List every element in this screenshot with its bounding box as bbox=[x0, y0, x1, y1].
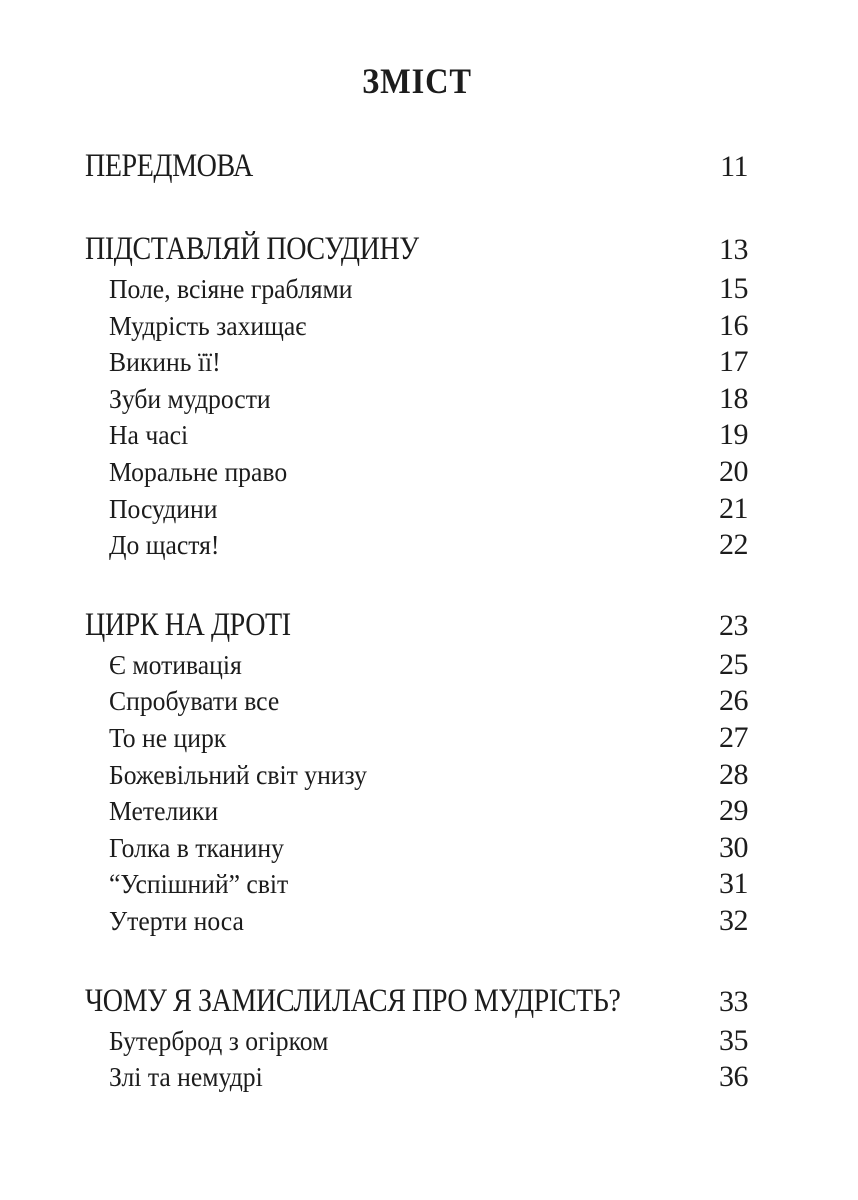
page-title: ЗМІСТ bbox=[85, 62, 748, 100]
toc-entry-title: Є мотивація bbox=[109, 649, 242, 680]
toc-row: Мудрість захищає 16 bbox=[85, 308, 749, 345]
toc-entry-page-number: 31 bbox=[719, 867, 749, 901]
toc-entry-title: Мудрість захищає bbox=[109, 310, 307, 341]
toc-entry-page-number: 11 bbox=[720, 150, 748, 183]
toc-entry-title: Божевільний світ унизу bbox=[109, 759, 367, 790]
toc-entry-title: То не цирк bbox=[109, 722, 227, 753]
toc-entry-page-number: 13 bbox=[719, 233, 749, 266]
toc-row: ЦИРК НА ДРОТІ 23 bbox=[85, 604, 749, 647]
page-title-text: ЗМІСТ bbox=[361, 61, 472, 101]
toc-entry-title: Метелики bbox=[109, 796, 219, 827]
toc-entry-title: Бутерброд з огірком bbox=[109, 1025, 329, 1056]
toc-entry-page-number: 29 bbox=[719, 794, 749, 828]
toc-entry-page-number: 23 bbox=[719, 608, 749, 642]
toc-entry-title: До щастя! bbox=[109, 530, 220, 561]
toc-entry-title: ПЕРЕДМОВА bbox=[85, 148, 253, 184]
toc-row: ПІДСТАВЛЯЙ ПОСУДИНУ 13 bbox=[85, 228, 749, 271]
toc-row: На часі 19 bbox=[85, 417, 749, 454]
toc-entry-page-number: 18 bbox=[719, 381, 749, 415]
toc-row: Спробувати все 26 bbox=[85, 683, 749, 720]
toc-row: Є мотивація 25 bbox=[85, 647, 749, 684]
toc-row: “Успішний” світ 31 bbox=[85, 866, 749, 903]
toc-row: ЧОМУ Я ЗАМИСЛИЛАСЯ ПРО МУДРІСТЬ? 33 bbox=[85, 980, 749, 1023]
toc-entry-title: “Успішний” світ bbox=[109, 869, 289, 900]
toc-entry-page-number: 17 bbox=[719, 345, 749, 379]
toc-row: Метелики 29 bbox=[85, 793, 749, 830]
toc-entry-title: Поле, всіяне граблями bbox=[109, 274, 353, 304]
toc-entry-page-number: 35 bbox=[719, 1023, 749, 1057]
toc-row: Бутерброд з огірком 35 bbox=[85, 1023, 749, 1060]
toc-entry-page-number: 20 bbox=[719, 454, 749, 488]
toc-entry-title: Посудини bbox=[109, 493, 218, 524]
toc-entry-title: ПІДСТАВЛЯЙ ПОСУДИНУ bbox=[85, 231, 419, 267]
toc-entry-title: ЦИРК НА ДРОТІ bbox=[85, 606, 291, 643]
toc-row: То не цирк 27 bbox=[85, 720, 749, 757]
toc-entry-title: На часі bbox=[109, 420, 189, 451]
toc-entry-page-number: 33 bbox=[719, 984, 749, 1018]
toc-entry-page-number: 32 bbox=[719, 903, 749, 937]
toc-row: Зуби мудрости 18 bbox=[85, 381, 749, 418]
toc-row: Голка в тканину 30 bbox=[85, 830, 749, 867]
toc-row: Божевільний світ унизу 28 bbox=[85, 757, 749, 794]
toc-entry-page-number: 15 bbox=[719, 272, 749, 305]
toc-entry-title: Моральне право bbox=[109, 456, 288, 487]
toc-row: Поле, всіяне граблями 15 bbox=[85, 271, 749, 308]
toc-row: Утерти носа 32 bbox=[85, 903, 749, 940]
toc-row: Моральне право 20 bbox=[85, 454, 749, 491]
toc-row: ПЕРЕДМОВА 11 bbox=[85, 145, 748, 188]
toc-entry-page-number: 22 bbox=[719, 528, 749, 562]
toc-row: Злі та немудрі 36 bbox=[85, 1059, 749, 1096]
toc-entry-title: Голка в тканину bbox=[109, 832, 284, 863]
toc-entry-title: Зуби мудрости bbox=[109, 383, 271, 414]
toc-row: До щастя! 22 bbox=[85, 527, 749, 564]
toc-entry-page-number: 25 bbox=[719, 647, 749, 681]
toc-entry-title: ЧОМУ Я ЗАМИСЛИЛАСЯ ПРО МУДРІСТЬ? bbox=[85, 982, 621, 1019]
toc-entry-page-number: 16 bbox=[719, 308, 749, 342]
toc-entry-page-number: 21 bbox=[719, 491, 749, 525]
toc-entry-title: Утерти носа bbox=[109, 905, 244, 936]
toc-entry-page-number: 30 bbox=[719, 830, 749, 864]
toc-entry-page-number: 19 bbox=[719, 418, 749, 452]
toc-entry-page-number: 26 bbox=[719, 684, 749, 718]
toc-row: Посудини 21 bbox=[85, 491, 749, 528]
toc-entry-title: Злі та немудрі bbox=[109, 1062, 263, 1093]
toc-entry-page-number: 36 bbox=[719, 1060, 749, 1094]
toc-row: Викинь її! 17 bbox=[85, 344, 749, 381]
toc-entry-title: Викинь її! bbox=[109, 347, 221, 378]
toc-entry-page-number: 28 bbox=[719, 757, 749, 791]
toc-entry-title: Спробувати все bbox=[109, 686, 280, 717]
table-of-contents: ПЕРЕДМОВА 11 ПІДСТАВЛЯЙ ПОСУДИНУ 13 Поле… bbox=[85, 145, 749, 1096]
toc-entry-page-number: 27 bbox=[719, 720, 749, 754]
